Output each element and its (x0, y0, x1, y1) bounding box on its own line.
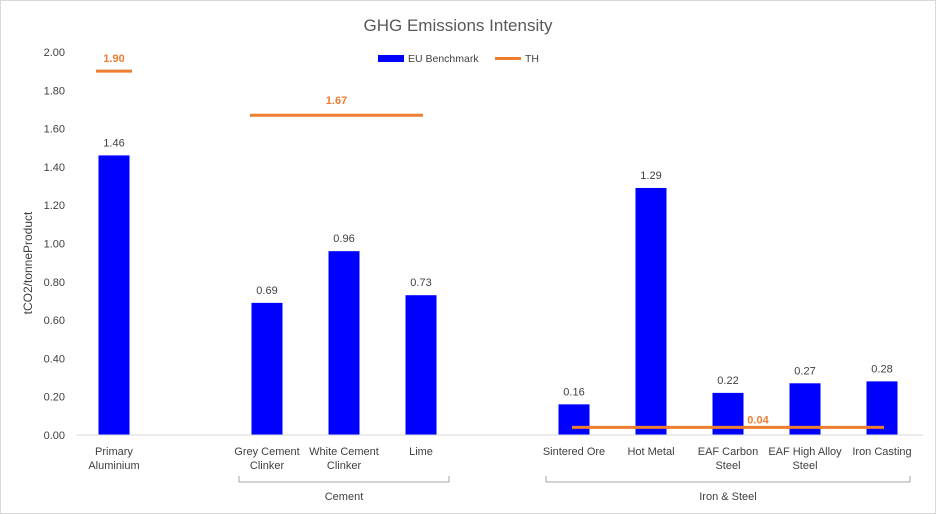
x-category-label: Grey Cement Clinker (234, 446, 299, 472)
chart-title: GHG Emissions Intensity (364, 16, 553, 35)
x-category-label: Primary Aluminium (88, 446, 139, 472)
bar-value-label: 1.29 (640, 170, 661, 182)
legend-label-th: TH (525, 53, 539, 65)
x-category-label: Lime (409, 446, 433, 458)
x-axis-categories: Primary Aluminium Grey Cement Clinker White … (88, 446, 911, 472)
x-category-label: Iron Casting (852, 446, 911, 458)
x-axis-groups: Cement Iron & Steel (238, 476, 911, 503)
bar-value-labels: 1.46 0.69 0.96 0.73 0.16 1.29 0.22 0.27 0.28 (103, 137, 892, 398)
y-tick-label: 0.80 (44, 277, 65, 289)
bar (251, 302, 283, 435)
x-category-label: Hot Metal (627, 446, 674, 458)
bar (635, 187, 667, 435)
y-tick-label: 0.20 (44, 392, 65, 404)
x-category-label: EAF Carbon Steel (698, 446, 759, 472)
bar-value-label: 0.16 (563, 386, 584, 398)
bar (558, 404, 590, 435)
y-tick-label: 1.20 (44, 200, 65, 212)
bar-value-label: 0.96 (333, 233, 354, 245)
th-value-label: 1.90 (103, 53, 124, 65)
x-category-label: Sintered Ore (543, 446, 605, 458)
bar-value-label: 0.73 (410, 277, 431, 289)
legend-swatch-eu-benchmark (378, 55, 404, 62)
bar-series-eu-benchmark (98, 155, 898, 435)
group-label: Iron & Steel (699, 491, 756, 503)
bar (405, 295, 437, 435)
bar-value-label: 1.46 (103, 137, 124, 149)
y-tick-label: 2.00 (44, 47, 65, 59)
y-tick-label: 0.00 (44, 430, 65, 442)
bar (98, 155, 130, 435)
th-value-label: 1.67 (326, 95, 347, 107)
y-axis-ticks: 0.00 0.20 0.40 0.60 0.80 1.00 1.20 1.40 1.60 1.80… (44, 47, 65, 442)
bar (328, 251, 360, 435)
bar-value-label: 0.69 (256, 285, 277, 297)
y-tick-label: 1.80 (44, 85, 65, 97)
line-series-th: 1.90 1.67 0.04 (96, 53, 884, 429)
bar-value-label: 0.22 (717, 375, 738, 387)
legend-swatch-th (495, 57, 521, 60)
y-tick-label: 0.60 (44, 315, 65, 327)
y-tick-label: 1.60 (44, 124, 65, 136)
x-category-label: EAF High Alloy Steel (768, 446, 842, 472)
x-category-label: White Cement Clinker (309, 446, 379, 472)
th-value-label: 0.04 (747, 414, 769, 426)
group-label: Cement (325, 491, 364, 503)
y-tick-label: 0.40 (44, 353, 65, 365)
chart-legend: EU Benchmark TH (378, 53, 539, 65)
y-tick-label: 1.40 (44, 162, 65, 174)
legend-label-eu-benchmark: EU Benchmark (408, 53, 479, 65)
y-tick-label: 1.00 (44, 239, 65, 251)
group-bracket (238, 476, 450, 483)
group-bracket (545, 476, 911, 483)
bar-value-label: 0.28 (871, 363, 892, 375)
bar-value-label: 0.27 (794, 365, 815, 377)
y-axis-label: tCO2/tonneProduct (21, 211, 35, 314)
